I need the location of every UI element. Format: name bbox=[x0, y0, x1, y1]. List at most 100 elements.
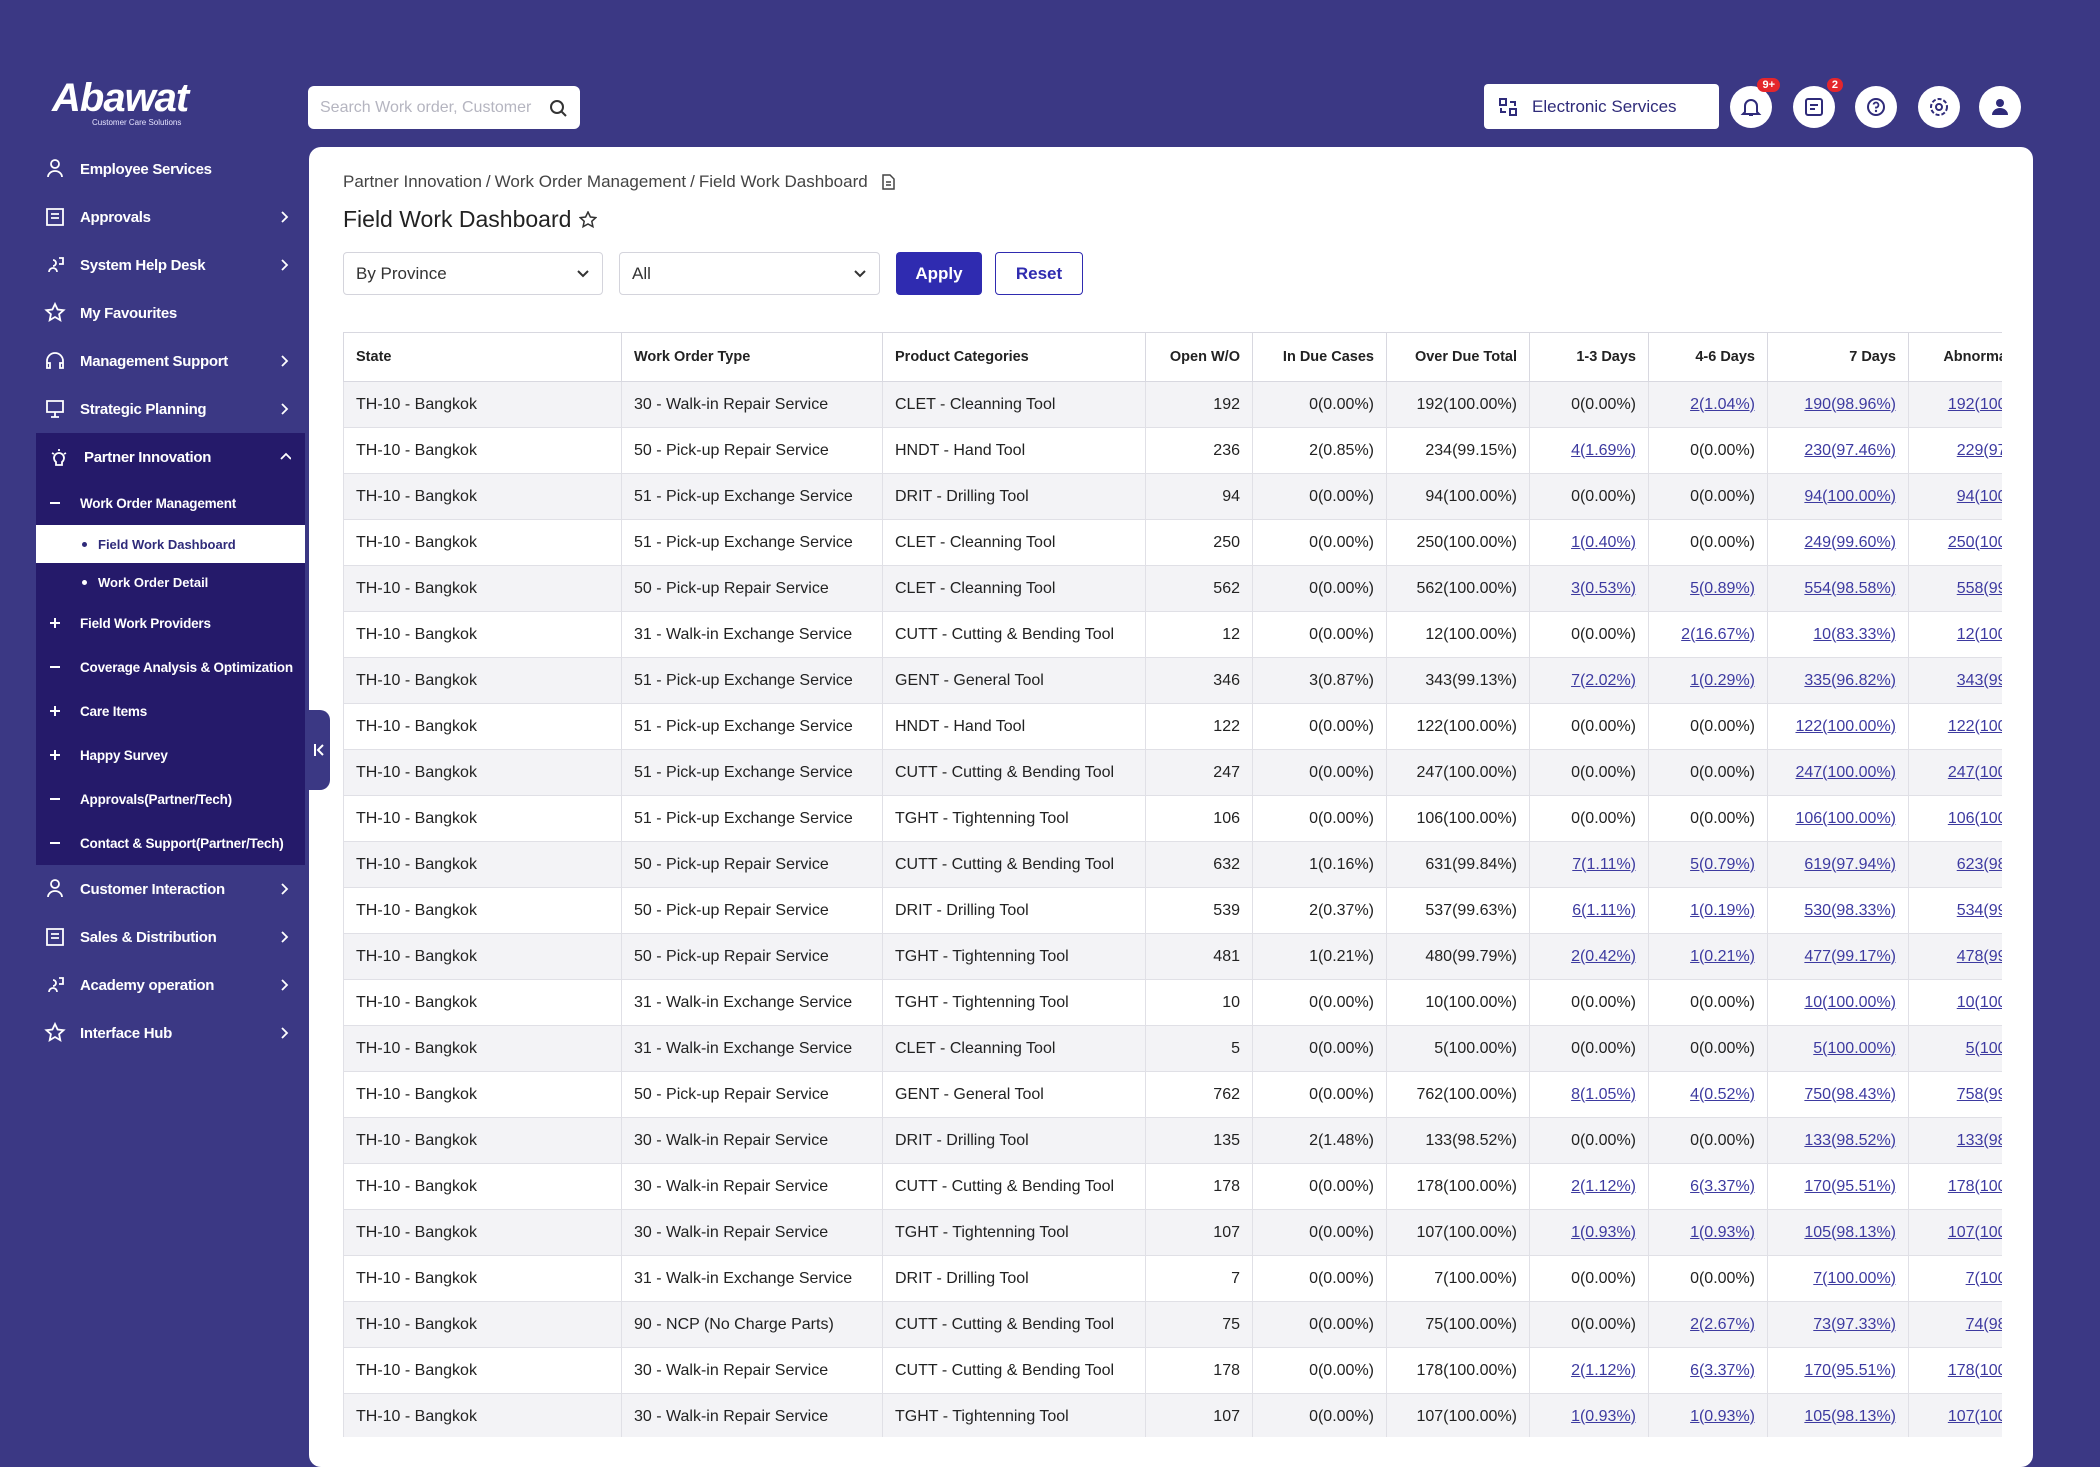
submenu-item[interactable]: Approvals(Partner/Tech) bbox=[36, 777, 305, 821]
submenu-item[interactable]: Coverage Analysis & Optimization bbox=[36, 645, 305, 689]
drilldown-link[interactable]: 558(99. bbox=[1956, 579, 2002, 597]
sidebar-item[interactable]: Employee Services bbox=[0, 145, 305, 193]
drilldown-link[interactable]: 105(98.13%) bbox=[1804, 1407, 1896, 1425]
drilldown-link[interactable]: 170(95.51%) bbox=[1804, 1361, 1896, 1379]
drilldown-link[interactable]: 2(1.12%) bbox=[1571, 1361, 1636, 1379]
value-select[interactable]: All bbox=[619, 252, 880, 295]
submenu-item[interactable]: Happy Survey bbox=[36, 733, 305, 777]
drilldown-link[interactable]: 750(98.43%) bbox=[1804, 1085, 1896, 1103]
drilldown-link[interactable]: 5(0.89%) bbox=[1690, 579, 1755, 597]
drilldown-link[interactable]: 6(3.37%) bbox=[1690, 1361, 1755, 1379]
drilldown-link[interactable]: 6(3.37%) bbox=[1690, 1177, 1755, 1195]
drilldown-link[interactable]: 230(97.46%) bbox=[1804, 441, 1896, 459]
drilldown-link[interactable]: 105(98.13%) bbox=[1804, 1223, 1896, 1241]
drilldown-link[interactable]: 178(100. bbox=[1947, 1361, 2002, 1379]
drilldown-link[interactable]: 619(97.94%) bbox=[1804, 855, 1896, 873]
tasks-button[interactable]: 2 bbox=[1793, 78, 1843, 128]
drilldown-link[interactable]: 190(98.96%) bbox=[1804, 395, 1896, 413]
drilldown-link[interactable]: 1(0.21%) bbox=[1690, 947, 1755, 965]
drilldown-link[interactable]: 7(100.00%) bbox=[1813, 1269, 1896, 1287]
drilldown-link[interactable]: 343(99. bbox=[1956, 671, 2002, 689]
drilldown-link[interactable]: 250(100. bbox=[1947, 533, 2002, 551]
drilldown-link[interactable]: 4(1.69%) bbox=[1571, 441, 1636, 459]
drilldown-link[interactable]: 2(0.42%) bbox=[1571, 947, 1636, 965]
drilldown-link[interactable]: 8(1.05%) bbox=[1571, 1085, 1636, 1103]
drilldown-link[interactable]: 1(0.93%) bbox=[1571, 1223, 1636, 1241]
help-button[interactable] bbox=[1855, 86, 1897, 128]
drilldown-link[interactable]: 247(100.00%) bbox=[1795, 763, 1896, 781]
drilldown-link[interactable]: 5(100.00%) bbox=[1813, 1039, 1896, 1057]
sidebar-item[interactable]: Strategic Planning bbox=[0, 385, 305, 433]
drilldown-link[interactable]: 247(100. bbox=[1947, 763, 2002, 781]
drilldown-link[interactable]: 554(98.58%) bbox=[1804, 579, 1896, 597]
favourite-star[interactable] bbox=[579, 210, 598, 229]
drilldown-link[interactable]: 133(98. bbox=[1956, 1131, 2002, 1149]
drilldown-link[interactable]: 133(98.52%) bbox=[1804, 1131, 1896, 1149]
collapse-sidebar[interactable] bbox=[308, 710, 330, 790]
drilldown-link[interactable]: 2(1.04%) bbox=[1690, 395, 1755, 413]
drilldown-link[interactable]: 10(83.33%) bbox=[1813, 625, 1896, 643]
drilldown-link[interactable]: 1(0.93%) bbox=[1571, 1407, 1636, 1425]
drilldown-link[interactable]: 2(16.67%) bbox=[1681, 625, 1755, 643]
drilldown-link[interactable]: 1(0.93%) bbox=[1690, 1407, 1755, 1425]
drilldown-link[interactable]: 10(100.00%) bbox=[1804, 993, 1896, 1011]
drilldown-link[interactable]: 107(100. bbox=[1947, 1223, 2002, 1241]
submenu-link[interactable]: Field Work Dashboard bbox=[36, 525, 305, 563]
sidebar-item[interactable]: System Help Desk bbox=[0, 241, 305, 289]
submenu-item[interactable]: Work Order Management bbox=[36, 481, 305, 525]
drilldown-link[interactable]: 74(98. bbox=[1965, 1315, 2002, 1333]
sidebar-item[interactable]: Approvals bbox=[0, 193, 305, 241]
sidebar-item[interactable]: Interface Hub bbox=[0, 1009, 305, 1057]
drilldown-link[interactable]: 1(0.19%) bbox=[1690, 901, 1755, 919]
drilldown-link[interactable]: 122(100. bbox=[1947, 717, 2002, 735]
settings-button[interactable] bbox=[1918, 86, 1960, 128]
drilldown-link[interactable]: 1(0.93%) bbox=[1690, 1223, 1755, 1241]
submenu-item[interactable]: Field Work Providers bbox=[36, 601, 305, 645]
drilldown-link[interactable]: 106(100.00%) bbox=[1795, 809, 1896, 827]
search-box[interactable]: Search Work order, Customer bbox=[308, 86, 580, 129]
drilldown-link[interactable]: 2(1.12%) bbox=[1571, 1177, 1636, 1195]
drilldown-link[interactable]: 1(0.40%) bbox=[1571, 533, 1636, 551]
drilldown-link[interactable]: 3(0.53%) bbox=[1571, 579, 1636, 597]
sidebar-item[interactable]: Academy operation bbox=[0, 961, 305, 1009]
drilldown-link[interactable]: 4(0.52%) bbox=[1690, 1085, 1755, 1103]
sidebar-item[interactable]: Customer Interaction bbox=[0, 865, 305, 913]
drilldown-link[interactable]: 534(99. bbox=[1956, 901, 2002, 919]
drilldown-link[interactable]: 5(0.79%) bbox=[1690, 855, 1755, 873]
drilldown-link[interactable]: 73(97.33%) bbox=[1813, 1315, 1896, 1333]
apply-button[interactable]: Apply bbox=[896, 252, 982, 295]
sidebar-item[interactable]: Partner Innovation bbox=[36, 433, 305, 481]
drilldown-link[interactable]: 335(96.82%) bbox=[1804, 671, 1896, 689]
drilldown-link[interactable]: 229(97. bbox=[1956, 441, 2002, 459]
drilldown-link[interactable]: 170(95.51%) bbox=[1804, 1177, 1896, 1195]
drilldown-link[interactable]: 7(2.02%) bbox=[1571, 671, 1636, 689]
drilldown-link[interactable]: 94(100. bbox=[1956, 487, 2002, 505]
drilldown-link[interactable]: 7(100. bbox=[1965, 1269, 2002, 1287]
submenu-link[interactable]: Work Order Detail bbox=[36, 563, 305, 601]
drilldown-link[interactable]: 94(100.00%) bbox=[1804, 487, 1896, 505]
reset-button[interactable]: Reset bbox=[995, 252, 1083, 295]
drilldown-link[interactable]: 249(99.60%) bbox=[1804, 533, 1896, 551]
sidebar-item[interactable]: My Favourites bbox=[0, 289, 305, 337]
drilldown-link[interactable]: 1(0.29%) bbox=[1690, 671, 1755, 689]
sidebar-item[interactable]: Management Support bbox=[0, 337, 305, 385]
submenu-item[interactable]: Contact & Support(Partner/Tech) bbox=[36, 821, 305, 865]
drilldown-link[interactable]: 12(100. bbox=[1956, 625, 2002, 643]
drilldown-link[interactable]: 530(98.33%) bbox=[1804, 901, 1896, 919]
drilldown-link[interactable]: 107(100. bbox=[1947, 1407, 2002, 1425]
group-select[interactable]: By Province bbox=[343, 252, 603, 295]
drilldown-link[interactable]: 6(1.11%) bbox=[1572, 901, 1636, 919]
drilldown-link[interactable]: 5(100. bbox=[1965, 1039, 2002, 1057]
drilldown-link[interactable]: 477(99.17%) bbox=[1804, 947, 1896, 965]
drilldown-link[interactable]: 10(100. bbox=[1956, 993, 2002, 1011]
drilldown-link[interactable]: 192(100. bbox=[1947, 395, 2002, 413]
breadcrumb-item[interactable]: Field Work Dashboard bbox=[698, 172, 868, 191]
breadcrumb-item[interactable]: Work Order Management bbox=[494, 172, 687, 191]
submenu-item[interactable]: Care Items bbox=[36, 689, 305, 733]
drilldown-link[interactable]: 478(99. bbox=[1956, 947, 2002, 965]
drilldown-link[interactable]: 178(100. bbox=[1947, 1177, 2002, 1195]
drilldown-link[interactable]: 2(2.67%) bbox=[1690, 1315, 1755, 1333]
drilldown-link[interactable]: 758(99. bbox=[1956, 1085, 2002, 1103]
notifications-button[interactable]: 9+ bbox=[1730, 78, 1780, 128]
drilldown-link[interactable]: 623(98. bbox=[1956, 855, 2002, 873]
